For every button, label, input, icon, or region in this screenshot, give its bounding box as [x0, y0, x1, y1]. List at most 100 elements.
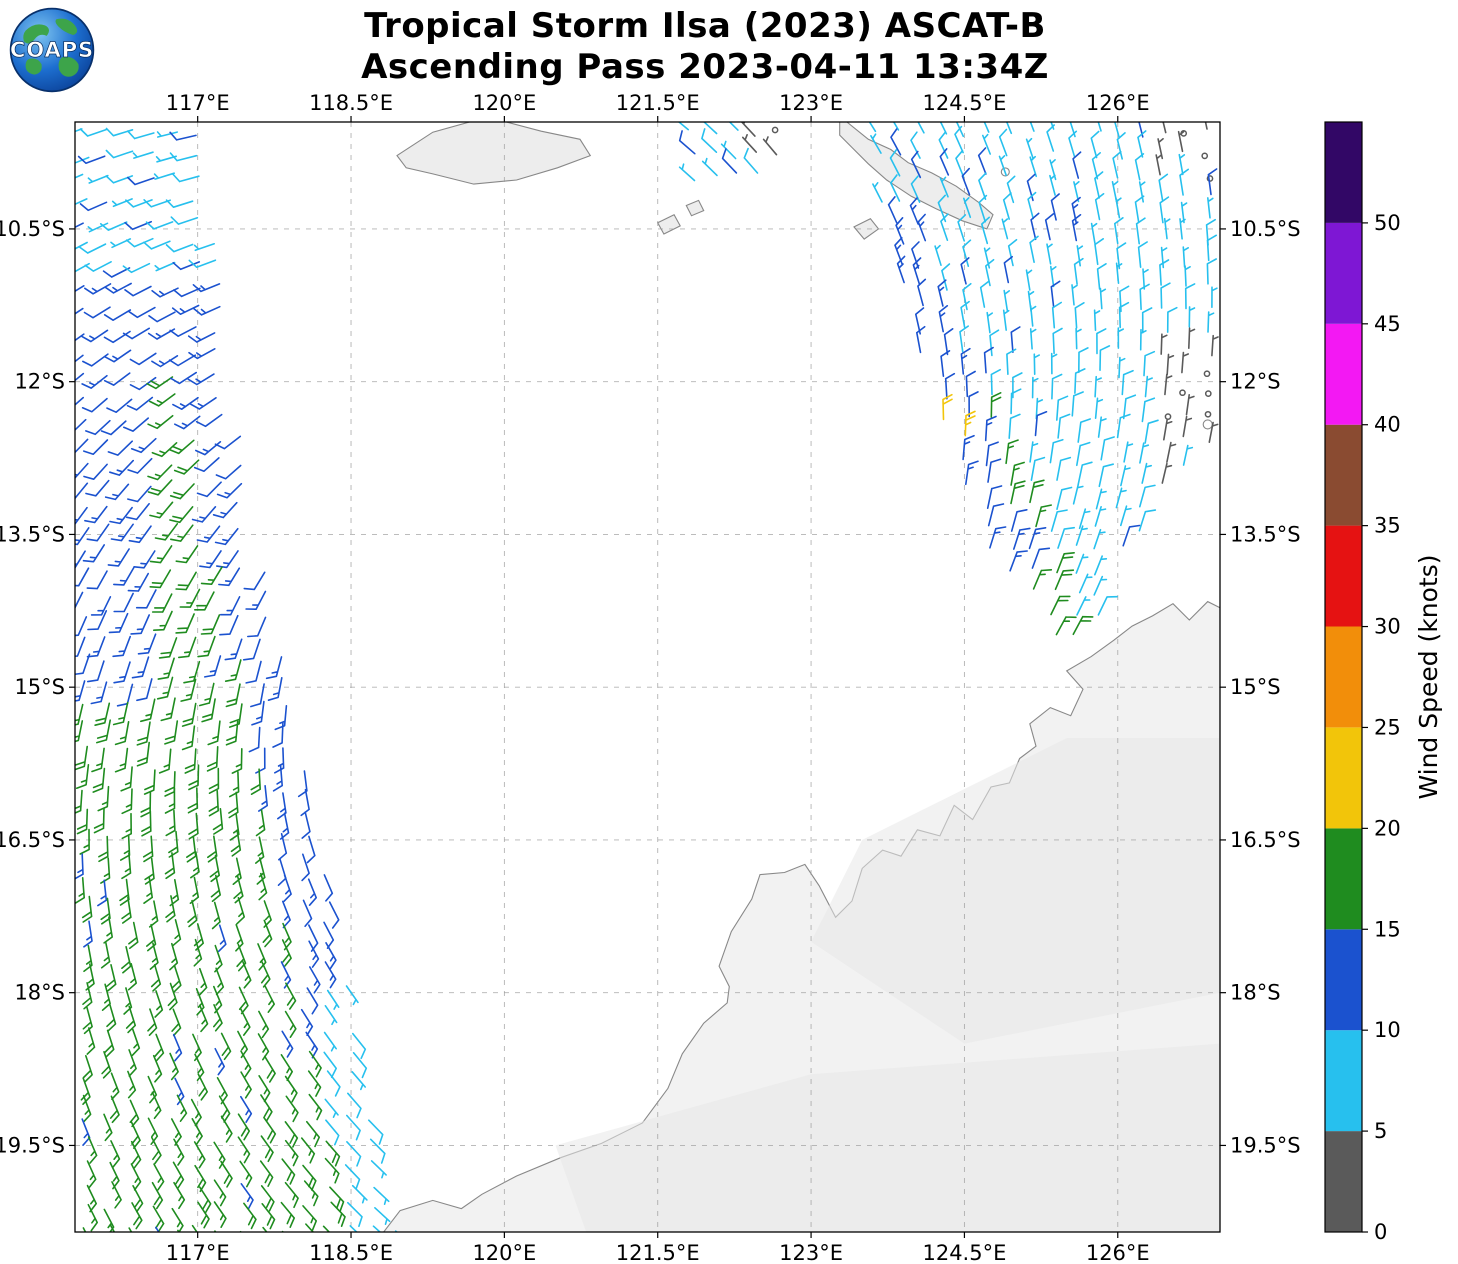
wind-barb	[267, 677, 283, 701]
wind-barb	[171, 1008, 182, 1037]
wind-barb	[934, 244, 942, 266]
wind-barb	[1094, 193, 1105, 221]
wind-barb	[1118, 301, 1130, 329]
wind-barb	[1049, 174, 1056, 196]
wind-barb	[394, 1230, 399, 1232]
wind-barb	[1057, 526, 1075, 549]
wind-barb	[170, 216, 199, 225]
wind-barb	[201, 698, 216, 723]
wind-barb	[1055, 616, 1077, 636]
wind-barb	[1028, 527, 1047, 550]
wind-barb	[79, 828, 90, 855]
wind-barb	[170, 371, 197, 385]
wind-barb	[1177, 130, 1185, 153]
wind-barb	[1094, 397, 1104, 419]
wind-barb	[237, 1113, 250, 1141]
wind-barb	[301, 1137, 316, 1164]
wind-barb	[1094, 506, 1107, 527]
wind-barb	[240, 1095, 253, 1123]
wind-barb	[111, 1181, 122, 1209]
wind-barb	[75, 307, 84, 315]
wind-barb	[224, 659, 242, 682]
wind-barb	[210, 874, 221, 902]
wind-barb	[121, 896, 132, 924]
wind-barb	[1056, 552, 1075, 574]
wind-barb	[1134, 153, 1145, 181]
wind-barb	[938, 131, 949, 159]
wind-barb	[1206, 234, 1217, 262]
wind-barb	[171, 304, 200, 315]
y-axis-tick-label: 13.5°S	[1230, 522, 1301, 546]
wind-barb	[1077, 461, 1093, 486]
wind-barb	[173, 287, 201, 298]
wind-barb	[1044, 213, 1055, 241]
wind-barb	[1139, 484, 1156, 508]
wind-barb	[213, 1179, 227, 1207]
colorbar-segment	[1325, 626, 1362, 728]
wind-barb	[1046, 124, 1055, 152]
wind-barb	[165, 199, 194, 208]
wind-barb	[120, 834, 131, 861]
wind-barb	[102, 267, 131, 278]
logo-continent-shape	[23, 24, 49, 44]
wind-barb	[284, 1121, 299, 1148]
wind-barb	[911, 241, 920, 269]
wind-barb	[1072, 615, 1094, 636]
wind-barb	[1057, 413, 1071, 439]
wind-barb	[895, 217, 905, 245]
wind-barb	[149, 545, 173, 564]
wind-barb	[1077, 418, 1091, 443]
chart-subtitle: Ascending Pass 2023-04-11 13:34Z	[361, 47, 1049, 88]
wind-barb	[1120, 505, 1132, 527]
wind-barb	[281, 1230, 285, 1232]
wind-barb	[1141, 397, 1156, 423]
wind-barb	[75, 285, 85, 293]
y-axis-tick-label: 18°S	[1230, 981, 1281, 1005]
x-axis-tick-label: 123°E	[779, 91, 843, 115]
wind-barb	[985, 441, 999, 467]
wind-barb	[75, 789, 83, 814]
wind-barb	[147, 1008, 158, 1036]
wind-barb	[188, 348, 216, 360]
wind-barb	[1072, 483, 1084, 505]
wind-barb	[168, 830, 179, 858]
wind-barb	[323, 874, 334, 902]
wind-barb	[281, 1030, 294, 1058]
wind-barb	[127, 572, 149, 592]
wind-barb	[1029, 235, 1039, 263]
wind-barb	[983, 122, 990, 133]
wind-barb	[200, 566, 223, 585]
wind-barb	[84, 261, 112, 272]
wind-barb	[75, 745, 88, 771]
x-axis-tick-label: 126°E	[1086, 91, 1150, 115]
wind-barb	[323, 921, 335, 949]
wind-barb	[910, 175, 921, 203]
wind-barb	[728, 122, 739, 131]
wind-barb	[1208, 421, 1219, 443]
wind-barb	[1099, 345, 1111, 371]
wind-barb	[173, 459, 200, 475]
wind-barb	[143, 769, 156, 795]
wind-barb	[1204, 122, 1208, 130]
wind-barb	[1005, 122, 1013, 135]
wind-barb	[156, 676, 174, 700]
wind-barb	[151, 287, 179, 298]
wind-barb	[172, 173, 200, 183]
wind-barb	[1134, 195, 1145, 223]
wind-barb	[75, 156, 90, 164]
wind-barb-calm	[1164, 413, 1172, 420]
wind-barb	[136, 741, 150, 767]
wind-barb	[169, 506, 194, 524]
wind-barb	[1178, 153, 1186, 176]
wind-barb	[280, 1054, 293, 1082]
wind-barb	[125, 1005, 136, 1034]
wind-barb	[129, 376, 157, 391]
wind-barb	[152, 1054, 163, 1083]
colorbar-segment	[1325, 929, 1362, 1031]
wind-barb	[1052, 327, 1063, 355]
wind-barb	[1138, 509, 1157, 532]
wind-barb	[255, 809, 266, 837]
wind-barb	[1188, 327, 1196, 349]
wind-barb	[942, 393, 953, 421]
wind-barb	[251, 700, 265, 726]
